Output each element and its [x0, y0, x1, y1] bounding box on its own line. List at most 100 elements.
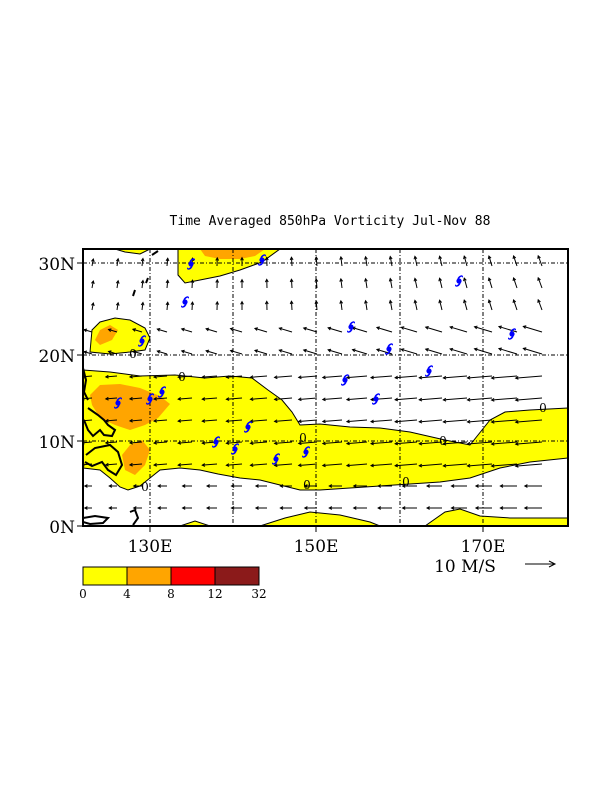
- wind-vector: [141, 258, 144, 267]
- wind-vector: [108, 350, 118, 355]
- wind-vector: [298, 419, 318, 422]
- wind-vector-head: [91, 280, 95, 285]
- wind-vector-head: [230, 484, 235, 488]
- wind-vector: [322, 441, 343, 445]
- vorticity-shading: [83, 249, 568, 526]
- vorticity-band-philippine-sea: [89, 317, 151, 355]
- wind-vector: [370, 375, 393, 379]
- wind-vector: [513, 255, 518, 267]
- wind-vector-head: [153, 396, 157, 401]
- wind-vector: [513, 277, 518, 289]
- wind-vector-head: [314, 300, 319, 305]
- wind-vector: [401, 326, 418, 333]
- wind-vector-head: [369, 441, 374, 446]
- wind-vector: [467, 463, 493, 467]
- wind-vector: [298, 397, 318, 400]
- wind-vector: [340, 278, 343, 289]
- colorbar-tick-label: 4: [123, 587, 131, 601]
- wind-vector-head: [375, 326, 380, 330]
- vorticity-band-north: [177, 249, 281, 284]
- wind-vector: [298, 463, 318, 466]
- wind-vector-head: [514, 398, 519, 402]
- wind-vector-head: [104, 374, 109, 379]
- wind-vector: [303, 327, 318, 333]
- coastline-halmahera: [129, 508, 140, 526]
- wind-vector-head: [156, 327, 161, 332]
- wind-vector: [467, 375, 493, 379]
- wind-vector-head: [394, 397, 399, 402]
- wind-vector-head: [205, 349, 210, 354]
- wind-vector: [141, 302, 144, 311]
- wind-vector: [154, 463, 168, 466]
- wind-vector-head: [514, 376, 519, 380]
- wind-vector: [523, 347, 543, 355]
- wind-vector: [250, 397, 268, 400]
- wind-vector: [327, 349, 343, 355]
- wind-vector-head: [466, 441, 471, 446]
- wind-vector-head: [297, 419, 302, 424]
- wind-vector-head: [215, 278, 220, 283]
- wind-vector-head: [153, 374, 157, 379]
- wind-vector: [537, 299, 543, 311]
- wind-vector: [274, 419, 293, 422]
- colorbar-tick-label: 0: [79, 587, 87, 601]
- wind-vector-head: [253, 327, 258, 331]
- wind-vector: [389, 300, 393, 311]
- wind-vector-head: [522, 325, 527, 329]
- wind-vector: [202, 419, 218, 422]
- wind-vector-head: [321, 419, 326, 424]
- wind-vector: [365, 256, 368, 267]
- wind-vector: [129, 419, 143, 422]
- wind-vector-head: [388, 299, 393, 304]
- wind-vector: [443, 441, 468, 445]
- wind-vector-head: [83, 484, 88, 488]
- wind-vector-head: [369, 419, 374, 424]
- wind-vector: [443, 419, 468, 423]
- wind-vector-head: [107, 328, 112, 332]
- wind-vector-head: [377, 484, 382, 488]
- tropical-cyclone-icon: [508, 328, 516, 340]
- wind-vector: [191, 302, 194, 311]
- vorticity-band-4-8-mindanao: [122, 440, 150, 475]
- wind-vector: [425, 326, 443, 333]
- wind-vector: [303, 349, 318, 355]
- wind-vector-head: [297, 397, 302, 402]
- wind-vector: [178, 441, 193, 444]
- wind-vector-head: [153, 462, 157, 467]
- wind-vector: [226, 397, 243, 400]
- wind-vector-head: [514, 464, 519, 468]
- wind-vector-head: [352, 484, 357, 488]
- wind-vector-head: [487, 255, 492, 260]
- wind-vector-head: [225, 463, 230, 467]
- wind-vector-head: [473, 325, 478, 330]
- tropical-cyclone-icon: [455, 275, 463, 287]
- wind-vector-head: [394, 463, 399, 468]
- wind-vector: [166, 258, 169, 267]
- tropical-cyclone-icon: [272, 453, 280, 465]
- wind-vector-head: [394, 375, 399, 380]
- wind-vector-head: [413, 299, 418, 304]
- tropical-cyclone-icon: [302, 446, 310, 458]
- wind-vector: [274, 441, 293, 444]
- wind-vector: [181, 350, 193, 355]
- wind-vector-head: [450, 506, 455, 510]
- wind-vector: [315, 279, 318, 289]
- wind-vector: [488, 277, 493, 289]
- wind-vector-head: [401, 506, 406, 510]
- wind-vector: [191, 280, 194, 289]
- wind-vector-head: [215, 300, 220, 305]
- tropical-cyclone-icon: [158, 386, 166, 398]
- wind-vector-head: [253, 349, 258, 353]
- wind-vector-head: [345, 419, 350, 424]
- lat-label-30n: 30N: [38, 255, 75, 275]
- wind-vector-head: [364, 255, 368, 260]
- wind-vector-head: [487, 277, 492, 282]
- wind-vector-head: [394, 419, 399, 424]
- wind-vector-head: [180, 349, 185, 354]
- tropical-cyclone-icon: [341, 374, 349, 386]
- wind-vector-head: [345, 397, 350, 402]
- vorticity-band-0-4: [83, 369, 568, 491]
- wind-vector-head: [418, 375, 423, 380]
- wind-vector: [467, 419, 493, 423]
- coastline-mindanao: [84, 443, 124, 477]
